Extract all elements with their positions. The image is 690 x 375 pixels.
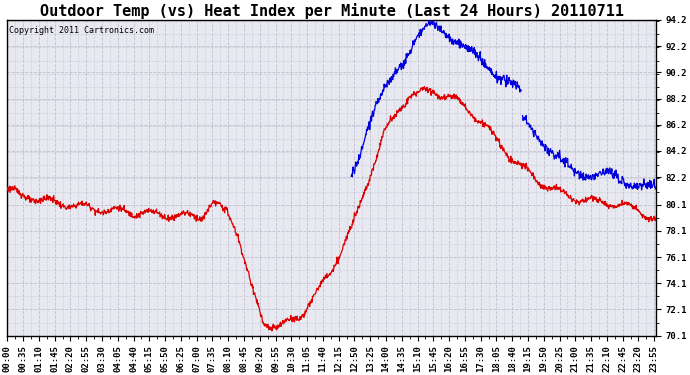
Text: Copyright 2011 Cartronics.com: Copyright 2011 Cartronics.com bbox=[8, 26, 154, 35]
Title: Outdoor Temp (vs) Heat Index per Minute (Last 24 Hours) 20110711: Outdoor Temp (vs) Heat Index per Minute … bbox=[39, 3, 624, 19]
